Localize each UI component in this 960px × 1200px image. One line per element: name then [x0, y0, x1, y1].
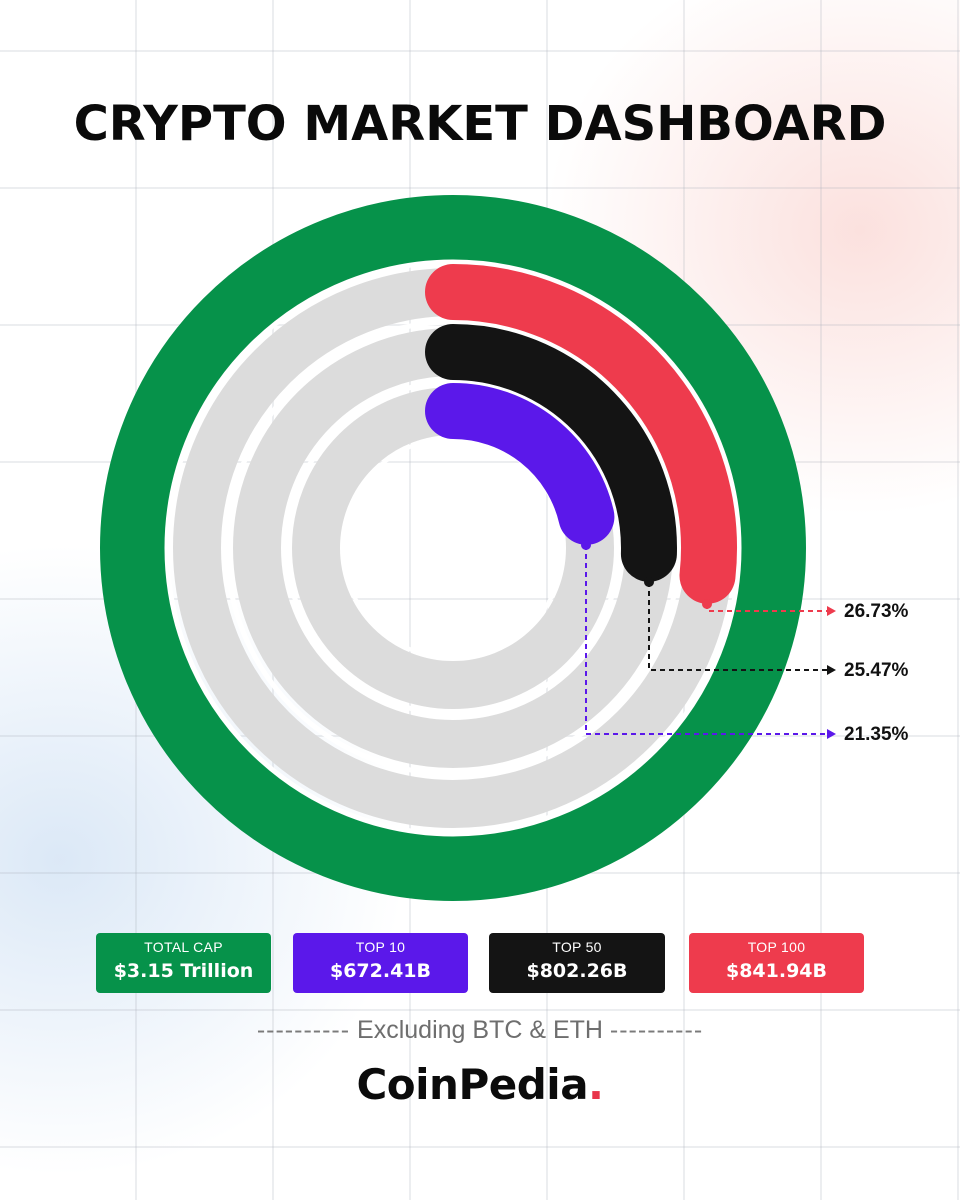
arc-top-100 — [425, 264, 737, 604]
card-top-50: TOP 50 $802.26B — [489, 933, 665, 993]
card-value: $841.94B — [725, 960, 828, 982]
percent-label-top-100: 26.73% — [844, 601, 909, 622]
brand-dot: . — [588, 1060, 604, 1109]
footnote-dashes-right: ---------- — [609, 1016, 704, 1044]
ring-separator-2 — [224, 319, 682, 777]
card-top-100: TOP 100 $841.94B — [689, 933, 864, 993]
leader-arrowhead — [827, 606, 836, 616]
brand-name: CoinPedia — [356, 1060, 589, 1109]
leader-arrowhead — [827, 665, 836, 675]
footnote: ---------- Excluding BTC & ETH ---------… — [0, 1016, 960, 1045]
card-label: TOTAL CAP — [144, 939, 223, 955]
summary-cards: TOTAL CAP $3.15 Trillion TOP 10 $672.41B… — [96, 933, 864, 993]
leader-line-top-50 — [644, 577, 836, 675]
leader-dashed-line — [706, 604, 828, 612]
outer-ring-total-cap — [100, 195, 806, 901]
card-value: $802.26B — [526, 960, 628, 982]
ring-separator-3 — [284, 379, 622, 717]
leader-line-top-100 — [702, 599, 836, 616]
ring-separator-1 — [164, 259, 742, 837]
ring-separator-4 — [341, 436, 565, 660]
card-total-cap: TOTAL CAP $3.15 Trillion — [96, 933, 271, 993]
arc-top-50 — [425, 324, 677, 582]
footnote-dashes-left: ---------- — [256, 1016, 351, 1044]
card-value: $672.41B — [329, 960, 432, 982]
card-value: $3.15 Trillion — [113, 960, 254, 982]
percent-label-top-10: 21.35% — [844, 724, 909, 745]
leader-line-top-10 — [581, 540, 836, 739]
card-label: TOP 100 — [747, 939, 806, 955]
leader-dashed-line — [585, 545, 828, 735]
chart-title: CRYPTO MARKET DASHBOARD — [73, 96, 887, 152]
leader-dashed-line — [648, 582, 828, 671]
card-top-10: TOP 10 $672.41B — [293, 933, 468, 993]
percent-label-top-50: 25.47% — [844, 660, 909, 681]
card-label: TOP 50 — [552, 939, 602, 955]
leader-arrowhead — [827, 729, 836, 739]
arc-top-10 — [425, 383, 615, 545]
brand-logo: CoinPedia. — [0, 1060, 960, 1109]
footnote-text: Excluding BTC & ETH — [357, 1016, 603, 1044]
card-label: TOP 10 — [355, 939, 406, 955]
